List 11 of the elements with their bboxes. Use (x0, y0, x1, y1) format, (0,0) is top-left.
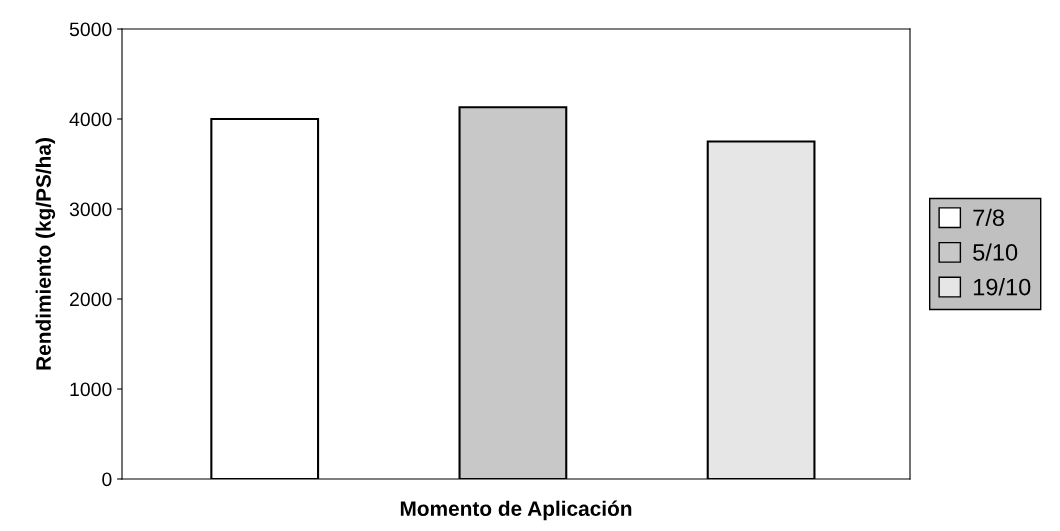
legend-label: 5/10 (973, 243, 1018, 261)
y-tick-label: 1000 (70, 382, 112, 397)
y-axis-title: Rendimiento (kg/PS/ha) (35, 138, 56, 370)
y-tick-label: 3000 (69, 202, 112, 217)
y-tick-label: 4000 (69, 112, 112, 127)
legend-label: 7/8 (973, 208, 1004, 227)
x-axis-title: Momento de Aplicación (400, 500, 632, 521)
legend-label: 19/10 (973, 278, 1031, 296)
y-tick-label: 2000 (70, 292, 112, 307)
y-tick-label: 5000 (69, 22, 112, 37)
y-tick-label: 0 (102, 472, 112, 487)
